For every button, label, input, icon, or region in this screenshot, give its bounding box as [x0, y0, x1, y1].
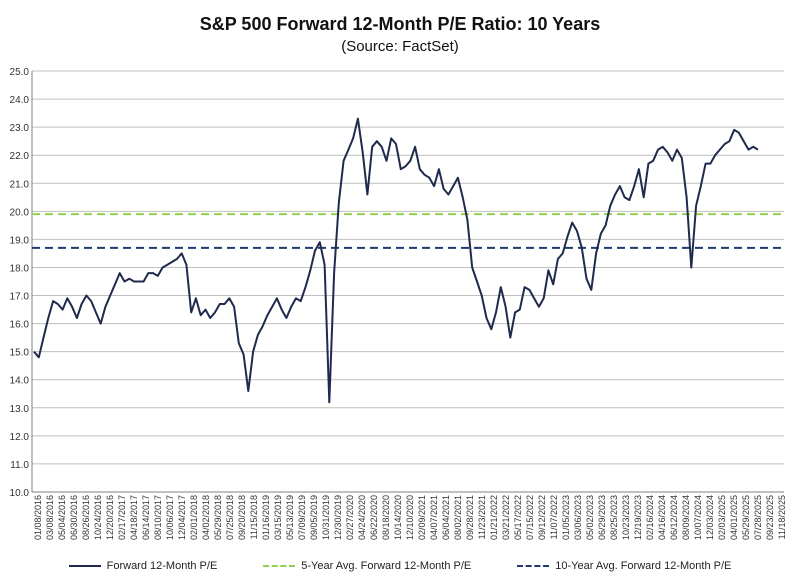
y-tick-label: 10.0 — [10, 488, 30, 499]
y-tick-label: 11.0 — [10, 460, 29, 471]
x-tick-label: 06/14/2017 — [141, 495, 151, 540]
y-tick-label: 20.0 — [10, 207, 30, 218]
x-tick-label: 12/04/2017 — [177, 495, 187, 540]
y-tick-label: 22.0 — [10, 151, 30, 162]
x-tick-label: 04/24/2020 — [357, 495, 367, 540]
x-tick-label: 10/24/2016 — [93, 495, 103, 540]
y-tick-label: 21.0 — [10, 179, 30, 190]
legend-item-10yr: 10-Year Avg. Forward 12-Month P/E — [517, 560, 731, 572]
x-tick-label: 10/14/2020 — [393, 495, 403, 540]
x-tick-label: 07/15/2022 — [525, 495, 535, 540]
y-tick-label: 17.0 — [10, 292, 30, 303]
legend-swatch-pe — [68, 565, 101, 567]
x-tick-label: 12/03/2024 — [705, 495, 715, 540]
x-tick-label: 05/13/2019 — [285, 495, 295, 540]
legend-label-10yr: 10-Year Avg. Forward 12-Month P/E — [555, 560, 732, 572]
x-tick-label: 08/10/2017 — [153, 495, 163, 540]
x-tick-label: 06/30/2016 — [69, 495, 79, 540]
y-tick-label: 15.0 — [10, 348, 30, 359]
x-tick-label: 03/15/2019 — [273, 495, 283, 540]
x-tick-label: 04/07/2021 — [429, 495, 439, 540]
x-tick-label: 05/29/2018 — [213, 495, 223, 540]
x-tick-label: 08/18/2020 — [381, 495, 391, 540]
x-tick-label: 05/04/2016 — [57, 495, 67, 540]
x-tick-label: 01/08/2016 — [33, 495, 43, 540]
x-tick-label: 02/09/2021 — [417, 495, 427, 540]
x-tick-label: 12/20/2016 — [105, 495, 115, 540]
x-tick-label: 06/04/2021 — [441, 495, 451, 540]
x-tick-label: 02/16/2024 — [645, 495, 655, 540]
y-tick-label: 13.0 — [10, 404, 30, 415]
x-tick-label: 02/01/2018 — [189, 495, 199, 540]
x-tick-label: 12/30/2019 — [333, 495, 343, 540]
x-tick-label: 02/27/2020 — [345, 495, 355, 540]
x-tick-label: 03/21/2022 — [501, 495, 511, 540]
x-tick-label: 04/01/2025 — [729, 495, 739, 540]
x-tick-label: 08/02/2021 — [453, 495, 463, 540]
legend: Forward 12-Month P/E 5-Year Avg. Forward… — [0, 560, 800, 572]
x-tick-label: 01/16/2019 — [261, 495, 271, 540]
x-tick-label: 12/19/2023 — [633, 495, 643, 540]
x-tick-label: 08/09/2024 — [681, 495, 691, 540]
x-tick-label: 09/12/2022 — [537, 495, 547, 540]
y-tick-label: 23.0 — [10, 123, 30, 134]
chart-title: S&P 500 Forward 12-Month P/E Ratio: 10 Y… — [199, 14, 601, 34]
x-tick-label: 06/29/2023 — [597, 495, 607, 540]
x-tick-label: 01/05/2023 — [561, 495, 571, 540]
x-tick-label: 11/18/2025 — [777, 495, 787, 539]
y-tick-label: 25.0 — [10, 67, 30, 78]
x-tick-label: 03/08/2016 — [45, 495, 55, 540]
legend-swatch-10yr — [517, 565, 550, 567]
x-tick-label: 07/28/2025 — [753, 495, 763, 540]
x-tick-label: 10/06/2017 — [165, 495, 175, 540]
x-tick-label: 06/22/2020 — [369, 495, 379, 540]
x-tick-label: 09/28/2021 — [465, 495, 475, 540]
x-tick-label: 08/25/2023 — [609, 495, 619, 540]
x-tick-label: 12/10/2020 — [405, 495, 415, 540]
chart-subtitle: (Source: FactSet) — [341, 38, 459, 55]
y-tick-label: 19.0 — [10, 235, 30, 246]
x-tick-label: 08/26/2016 — [81, 495, 91, 540]
x-tick-label: 10/07/2024 — [693, 495, 703, 540]
x-tick-label: 02/17/2017 — [117, 495, 127, 540]
x-tick-label: 05/02/2023 — [585, 495, 595, 540]
x-tick-label: 02/03/2025 — [717, 495, 727, 540]
x-tick-label: 11/15/2018 — [249, 495, 259, 539]
x-tick-label: 09/05/2019 — [309, 495, 319, 540]
y-tick-label: 18.0 — [10, 263, 30, 274]
pe-series-line — [33, 117, 759, 404]
x-tick-label: 04/16/2024 — [657, 495, 667, 540]
legend-item-pe: Forward 12-Month P/E — [68, 560, 218, 572]
x-tick-label: 09/23/2025 — [765, 495, 775, 540]
y-tick-label: 12.0 — [10, 432, 30, 443]
y-tick-label: 24.0 — [10, 95, 30, 106]
x-tick-label: 07/09/2019 — [297, 495, 307, 540]
x-tick-label: 11/07/2022 — [549, 495, 559, 539]
x-tick-label: 10/31/2019 — [321, 495, 331, 540]
y-tick-label: 16.0 — [10, 320, 30, 331]
x-tick-label: 01/21/2022 — [489, 495, 499, 540]
x-tick-label: 11/23/2021 — [477, 495, 487, 539]
legend-item-5yr: 5-Year Avg. Forward 12-Month P/E — [263, 560, 471, 572]
x-tick-label: 04/18/2017 — [129, 495, 139, 540]
x-tick-label: 06/12/2024 — [669, 495, 679, 540]
x-tick-label: 03/06/2023 — [573, 495, 583, 540]
y-tick-label: 14.0 — [10, 376, 30, 387]
x-tick-label: 05/17/2022 — [513, 495, 523, 540]
x-tick-label: 07/25/2018 — [225, 495, 235, 540]
x-tick-label: 04/02/2018 — [201, 495, 211, 540]
x-tick-label: 05/29/2025 — [741, 495, 751, 540]
x-tick-label: 09/20/2018 — [237, 495, 247, 540]
legend-label-pe: Forward 12-Month P/E — [106, 560, 218, 572]
legend-label-5yr: 5-Year Avg. Forward 12-Month P/E — [301, 560, 472, 572]
x-tick-label: 10/23/2023 — [621, 495, 631, 540]
legend-swatch-5yr — [263, 565, 296, 567]
